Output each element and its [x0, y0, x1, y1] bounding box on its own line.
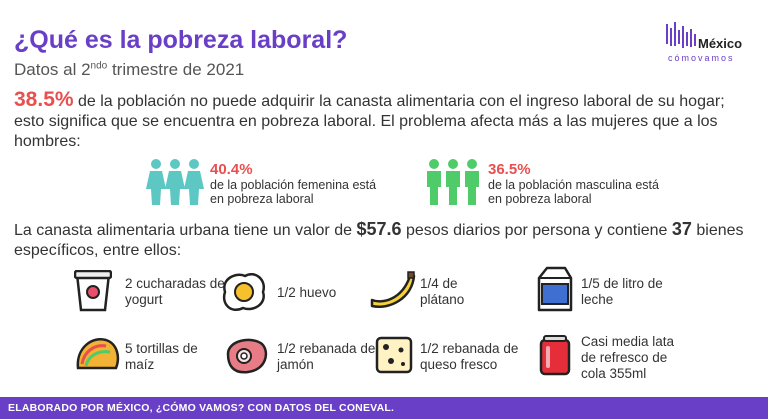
subtitle-sup: ndo — [90, 60, 108, 72]
egg-icon — [222, 273, 266, 311]
item-label-soda: Casi media lata de refresco de cola 355m… — [581, 334, 675, 381]
stat-women-desc: de la población femenina está en pobreza… — [210, 178, 377, 206]
banana-icon — [370, 271, 416, 308]
canasta-part3: bienes específicos, entre ellos: — [14, 222, 744, 259]
logo-tagline: cómovamos — [668, 53, 735, 63]
canasta-value: $57.6 — [356, 219, 402, 239]
footer-text: ELABORADO POR MÉXICO, ¿CÓMO VAMOS? CON D… — [8, 402, 395, 414]
cheese-icon — [375, 336, 413, 374]
taco-icon — [76, 337, 120, 370]
women-group-icon — [146, 159, 204, 205]
logo-bars-icon — [666, 22, 696, 48]
intro-paragraph: 38.5% de la población no puede adquirir … — [14, 88, 754, 152]
canasta-part2: pesos diarios por persona y contiene — [401, 222, 672, 239]
canasta-part1: La canasta alimentaria urbana tiene un v… — [14, 222, 357, 239]
page-title: ¿Qué es la pobreza laboral? — [14, 26, 348, 54]
stat-women-pct: 40.4% — [210, 161, 253, 178]
page-subtitle: Datos al 2ndo trimestre de 2021 — [14, 60, 244, 80]
canasta-count: 37 — [671, 219, 692, 239]
item-label-egg: 1/2 huevo — [277, 285, 337, 300]
canasta-paragraph: La canasta alimentaria urbana tiene un v… — [14, 219, 759, 261]
item-label-yogurt: 2 cucharadas de yogurt — [125, 276, 225, 307]
item-label-milk: 1/5 de litro de leche — [581, 276, 663, 307]
item-label-cheese: 1/2 rebanada de queso fresco — [420, 341, 519, 372]
item-label-ham: 1/2 rebanada de jamón — [277, 341, 376, 372]
subtitle-suffix: trimestre de 2021 — [107, 60, 245, 79]
intro-highlight: 38.5% — [14, 88, 74, 111]
stat-women: 40.4% de la población femenina está en p… — [210, 161, 390, 206]
stat-men: 36.5% de la población masculina está en … — [488, 161, 668, 206]
intro-text: de la población no puede adquirir la can… — [14, 93, 725, 150]
yogurt-icon — [74, 270, 112, 312]
logo-name: México — [698, 36, 743, 51]
stat-men-desc: de la población masculina está en pobrez… — [488, 178, 659, 206]
soda-can-icon — [539, 335, 571, 376]
footer-bar: ELABORADO POR MÉXICO, ¿CÓMO VAMOS? CON D… — [0, 397, 768, 419]
subtitle-prefix: Datos al 2 — [14, 60, 91, 79]
item-label-tortillas: 5 tortillas de maíz — [125, 341, 198, 372]
item-label-banana: 1/4 de plátano — [420, 276, 465, 307]
ham-icon — [226, 338, 268, 374]
stat-men-pct: 36.5% — [488, 161, 531, 178]
milk-icon — [537, 266, 573, 312]
men-group-icon — [427, 159, 479, 205]
